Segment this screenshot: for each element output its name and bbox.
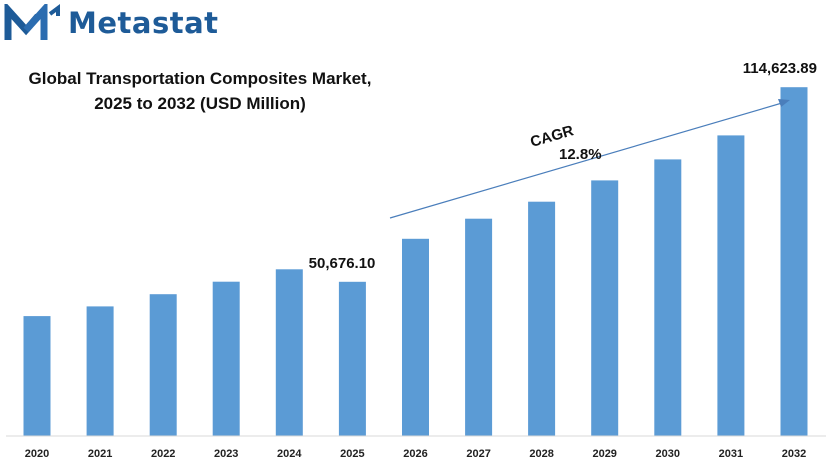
x-tick-2030: 2030 (656, 448, 680, 460)
chart-title: Global Transportation Composites Market,… (0, 66, 400, 116)
data-label-2032: 114,623.89 (743, 60, 817, 77)
bar-2032 (780, 87, 808, 436)
bar-2027 (465, 218, 493, 436)
x-tick-2022: 2022 (151, 448, 175, 460)
bar-2028 (528, 201, 556, 436)
x-tick-2032: 2032 (782, 448, 806, 460)
x-tick-2020: 2020 (25, 448, 49, 460)
brand-logo: Metastat (4, 4, 224, 46)
x-tick-2026: 2026 (403, 448, 427, 460)
bar-2023 (212, 281, 240, 436)
bar-2030 (654, 159, 682, 436)
bar-2026 (402, 238, 429, 436)
bar-2022 (149, 294, 177, 436)
x-tick-2027: 2027 (466, 448, 490, 460)
brand-name: Metastat (68, 6, 219, 40)
chart-title-line-2: 2025 to 2032 (USD Million) (94, 94, 306, 113)
bar-2020 (23, 316, 51, 436)
cagr-arrow (389, 102, 783, 219)
x-tick-2029: 2029 (592, 448, 616, 460)
bar-2025 (338, 281, 366, 436)
bar-2031 (717, 135, 745, 436)
bar-2029 (591, 180, 619, 436)
cagr-value: 12.8% (559, 146, 602, 163)
x-tick-2024: 2024 (277, 448, 302, 460)
x-tick-2021: 2021 (88, 448, 112, 460)
x-tick-2031: 2031 (719, 448, 743, 460)
bar-2024 (275, 269, 303, 436)
x-tick-2028: 2028 (529, 448, 553, 460)
cagr-arrow-head (778, 99, 790, 107)
chart-title-line-1: Global Transportation Composites Market, (28, 69, 372, 88)
bar-2021 (86, 306, 114, 436)
metastat-logo-icon (4, 4, 60, 40)
data-label-2025: 50,676.10 (309, 255, 376, 272)
x-tick-2025: 2025 (340, 448, 364, 460)
x-tick-2023: 2023 (214, 448, 238, 460)
